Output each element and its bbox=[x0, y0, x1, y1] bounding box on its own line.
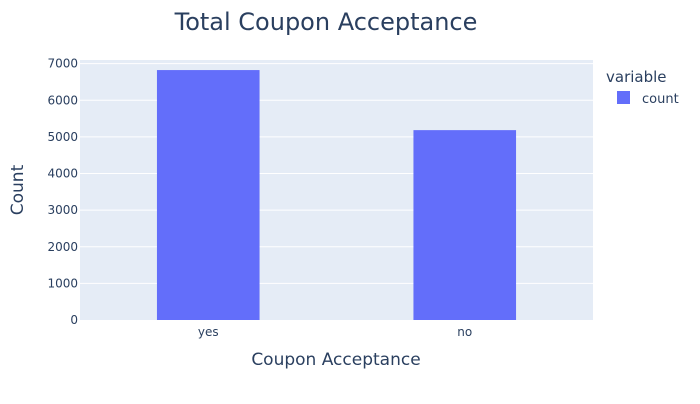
y-tick-label: 4000 bbox=[47, 167, 78, 181]
x-axis-ticks: yes no bbox=[198, 325, 472, 339]
legend[interactable]: variable count bbox=[606, 68, 679, 107]
legend-title: variable bbox=[606, 68, 667, 86]
bars bbox=[156, 70, 517, 320]
chart-title: Total Coupon Acceptance bbox=[174, 8, 478, 36]
x-tick-label: yes bbox=[198, 325, 219, 339]
y-tick-label: 2000 bbox=[47, 240, 78, 254]
y-axis-ticks: 0 1000 2000 3000 4000 5000 6000 7000 bbox=[47, 57, 78, 327]
legend-item-count: count bbox=[642, 92, 679, 107]
y-tick-label: 1000 bbox=[47, 276, 78, 290]
bar-yes[interactable] bbox=[156, 70, 260, 320]
x-axis-label: Coupon Acceptance bbox=[251, 350, 420, 370]
y-tick-label: 6000 bbox=[47, 93, 78, 107]
bar-no[interactable] bbox=[413, 130, 517, 320]
y-tick-label: 7000 bbox=[47, 57, 78, 71]
y-tick-label: 3000 bbox=[47, 203, 78, 217]
x-tick-label: no bbox=[457, 325, 472, 339]
legend-swatch bbox=[617, 91, 630, 104]
y-axis-label: Count bbox=[8, 164, 28, 215]
y-tick-label: 5000 bbox=[47, 130, 78, 144]
y-tick-label: 0 bbox=[70, 313, 78, 327]
